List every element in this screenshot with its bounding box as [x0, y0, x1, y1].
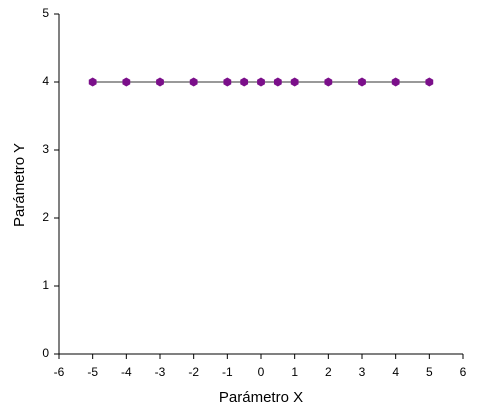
marker [240, 77, 249, 87]
marker [324, 77, 333, 87]
marker [189, 77, 198, 87]
marker [223, 77, 232, 87]
x-tick-label: 6 [460, 365, 467, 379]
marker [122, 77, 131, 87]
marker [425, 77, 434, 87]
marker [156, 77, 164, 87]
marker [88, 77, 97, 87]
marker [358, 77, 366, 87]
y-tick-label: 2 [42, 210, 49, 224]
x-tick-label: 5 [426, 365, 433, 379]
marker [257, 77, 265, 87]
y-tick-label: 4 [42, 74, 49, 88]
x-tick-label: -6 [54, 365, 65, 379]
x-tick-label: 4 [392, 365, 399, 379]
y-tick-label: 3 [42, 142, 49, 156]
y-tick-label: 5 [42, 6, 49, 20]
x-tick-label: -2 [188, 365, 199, 379]
y-tick-label: 0 [42, 346, 49, 360]
x-tick-label: -1 [222, 365, 233, 379]
y-axis-title: Parámetro Y [11, 143, 28, 227]
x-tick-label: -4 [121, 365, 132, 379]
x-tick-label: 1 [291, 365, 298, 379]
x-tick-label: 3 [359, 365, 366, 379]
x-axis-title: Parámetro X [219, 389, 303, 406]
x-tick-label: 0 [258, 365, 265, 379]
y-tick-label: 1 [42, 278, 49, 292]
marker [290, 77, 299, 87]
x-tick-label: -3 [155, 365, 166, 379]
x-tick-label: -5 [87, 365, 98, 379]
marker [273, 77, 282, 87]
x-tick-label: 2 [325, 365, 332, 379]
marker [391, 77, 400, 87]
